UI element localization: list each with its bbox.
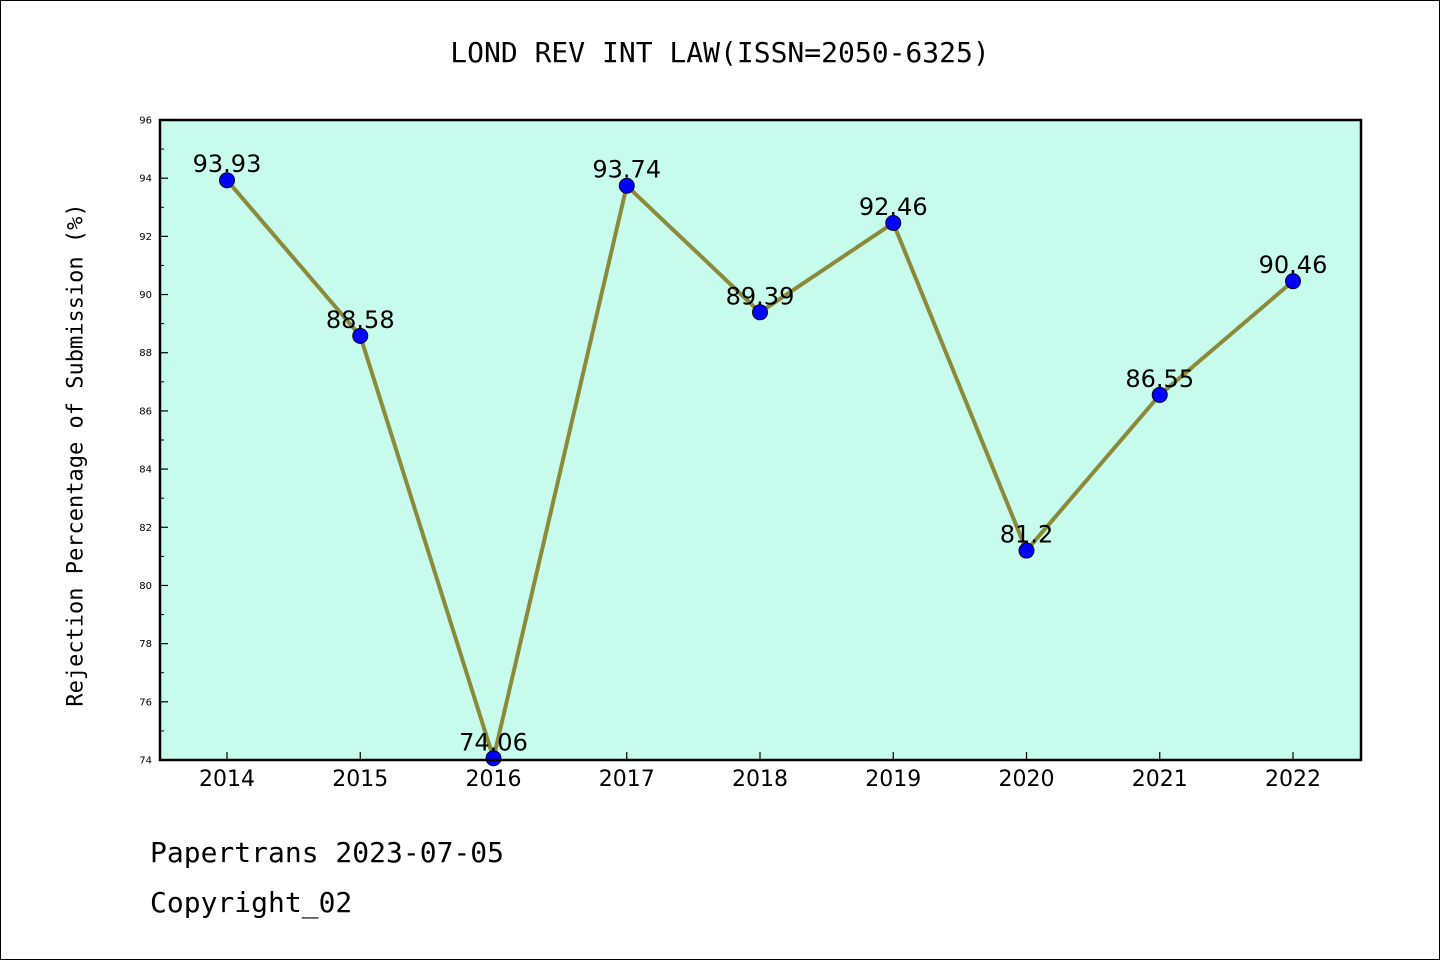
x-tick-label: 2017 xyxy=(599,767,655,792)
plot-border xyxy=(158,118,1363,762)
data-point-marker xyxy=(752,304,768,321)
plot-area xyxy=(160,120,1361,760)
data-point-marker xyxy=(1018,542,1035,559)
y-tick-label: 74 xyxy=(139,756,152,767)
y-tick-label: 78 xyxy=(139,639,152,650)
y-tick-label: 94 xyxy=(139,174,152,185)
data-point-marker xyxy=(1151,386,1168,403)
data-point-marker xyxy=(219,172,235,189)
data-point-marker xyxy=(485,750,502,767)
data-markers xyxy=(219,172,1301,767)
x-tick-label: 2015 xyxy=(332,767,388,792)
x-tick-label: 2022 xyxy=(1265,767,1321,792)
x-tick-label: 2018 xyxy=(732,767,788,792)
x-tick-label: 2014 xyxy=(199,767,255,792)
y-tick-label: 80 xyxy=(139,581,152,592)
footer-date: Papertrans 2023-07-05 xyxy=(150,836,505,869)
data-point-marker xyxy=(1285,273,1301,290)
x-tick-label: 2016 xyxy=(466,767,522,792)
y-tick-label: 84 xyxy=(139,465,152,476)
y-tick-label: 88 xyxy=(139,348,152,359)
data-point-marker xyxy=(352,327,369,344)
x-tick-label: 2020 xyxy=(999,767,1055,792)
y-tick-label: 92 xyxy=(139,232,152,243)
x-tick-label: 2021 xyxy=(1132,767,1188,792)
y-tick-label: 86 xyxy=(139,406,152,417)
data-point-marker xyxy=(885,214,902,231)
chart-title: LOND REV INT LAW(ISSN=2050-6325) xyxy=(450,36,990,69)
x-tick-label: 2019 xyxy=(865,767,921,792)
footer-copyright: Copyright_02 xyxy=(150,886,353,919)
y-tick-label: 76 xyxy=(139,697,152,708)
data-labels: 93.9388.5874.0693.7489.3992.4681.286.559… xyxy=(193,150,1328,756)
x-axis: 2014 2015 2016 2017 2018 2019 2020 2021 2022 xyxy=(199,752,1321,792)
y-tick-label: 90 xyxy=(139,290,152,301)
y-tick-label: 96 xyxy=(139,116,152,127)
y-tick-label: 82 xyxy=(139,523,152,534)
data-point-marker xyxy=(618,177,635,194)
